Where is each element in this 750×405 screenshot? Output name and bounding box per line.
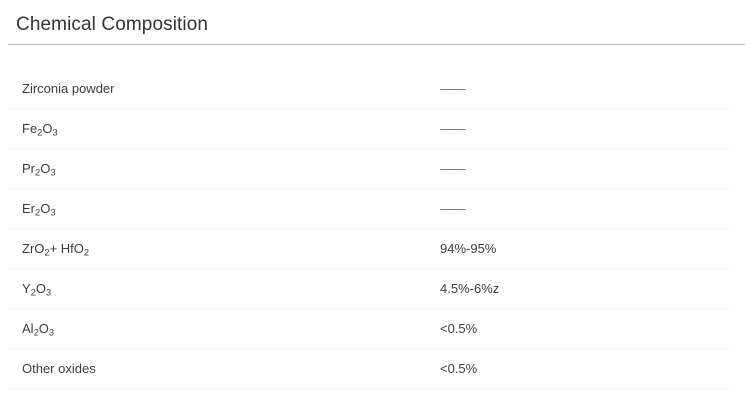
spec-name-cell: Zirconia powder — [22, 80, 115, 96]
table-row: Fe2O3 —— — [8, 109, 730, 149]
spec-value-cell: 4.5%-6%z — [440, 280, 500, 296]
title-divider — [8, 44, 745, 45]
spec-value-placeholder: —— — [440, 80, 466, 96]
page-title: Chemical Composition — [16, 14, 209, 35]
spec-name-cell: Fe2O3 — [22, 120, 58, 138]
table-row: Zirconia powder —— — [8, 69, 730, 109]
spec-name-cell: Other oxides — [22, 360, 96, 376]
section-header: Chemical Composition — [0, 0, 750, 38]
spec-name-cell: Y2O3 — [22, 280, 52, 298]
spec-name-cell: ZrO2+ HfO2 — [22, 240, 90, 258]
spec-value-cell: <0.5% — [440, 360, 478, 376]
spec-value-cell: <0.5% — [440, 320, 478, 336]
spec-name-cell: Er2O3 — [22, 200, 56, 218]
spec-name-cell: Al2O3 — [22, 320, 55, 338]
spec-value-cell: 94%-95% — [440, 240, 497, 256]
table-row: Pr2O3 —— — [8, 149, 730, 189]
table-row: Other oxides <0.5% — [8, 349, 730, 389]
spec-value-placeholder: —— — [440, 200, 466, 216]
spec-name-cell: Pr2O3 — [22, 160, 56, 178]
table-row: Y2O3 4.5%-6%z — [8, 269, 730, 309]
table-row: Er2O3 —— — [8, 189, 730, 229]
spec-value-placeholder: —— — [440, 160, 466, 176]
table-row: Al2O3 <0.5% — [8, 309, 730, 349]
table-row: ZrO2+ HfO2 94%-95% — [8, 229, 730, 269]
spec-value-placeholder: —— — [440, 120, 466, 136]
specification-table: Zirconia powder —— Fe2O3 —— Pr2O3 —— Er2O3 —— Zr… — [0, 69, 750, 389]
